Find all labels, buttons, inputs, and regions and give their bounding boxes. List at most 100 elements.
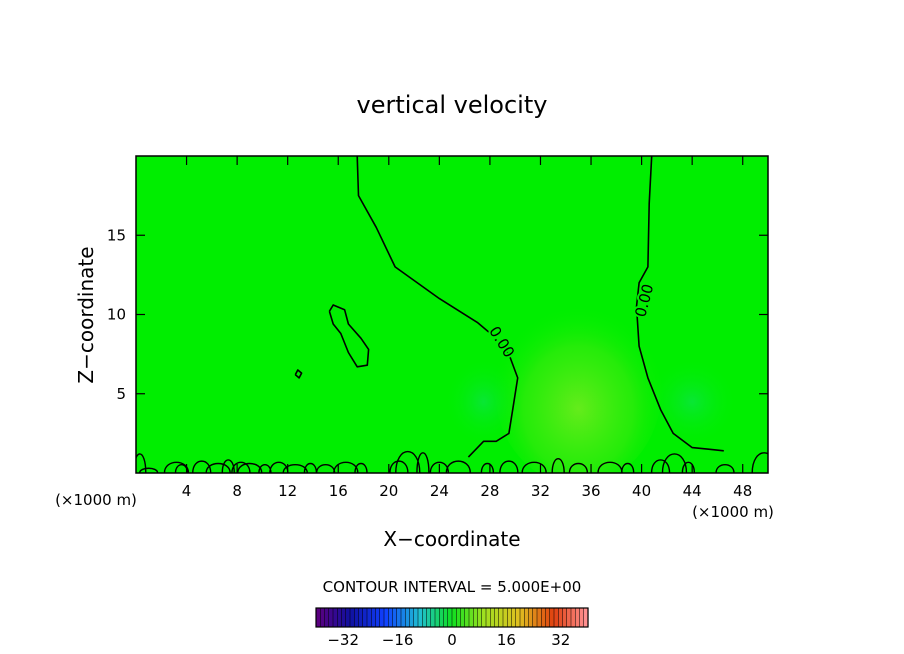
colorbar-cell bbox=[558, 607, 564, 628]
colorbar-cell bbox=[473, 607, 479, 628]
colorbar-cell bbox=[494, 607, 500, 628]
colorbar-tick-label: 16 bbox=[497, 631, 516, 649]
y-tick-label-5: 5 bbox=[116, 385, 126, 403]
contour-line-blob-mid bbox=[328, 304, 370, 368]
colorbar-cell bbox=[468, 607, 474, 628]
colorbar-cell bbox=[358, 607, 364, 628]
contour-line-left bbox=[356, 156, 519, 458]
heatmap-field bbox=[136, 156, 768, 473]
colorbar-cell bbox=[528, 607, 534, 628]
colorbar-cell bbox=[409, 607, 415, 628]
heatmap-region-1 bbox=[444, 357, 523, 446]
colorbar-cell bbox=[439, 607, 445, 628]
colorbar-cell bbox=[502, 607, 508, 628]
x-tick-label-4: 4 bbox=[182, 482, 192, 500]
x-tick-label-40: 40 bbox=[632, 482, 651, 500]
colorbar-tick-label: −32 bbox=[327, 631, 359, 649]
colorbar-cell bbox=[541, 607, 547, 628]
colorbar: −32 −16 0 16 32 bbox=[315, 607, 589, 649]
colorbar-cell bbox=[490, 607, 496, 628]
heatmap-regions bbox=[444, 294, 738, 473]
colorbar-cell bbox=[413, 607, 419, 628]
colorbar-cell bbox=[566, 607, 572, 628]
colorbar-cell bbox=[315, 607, 321, 628]
colorbar-cell bbox=[422, 607, 428, 628]
colorbar-cell bbox=[443, 607, 449, 628]
colorbar-cell bbox=[434, 607, 440, 628]
colorbar-tick-label: 0 bbox=[447, 631, 457, 649]
x-tick-label-8: 8 bbox=[232, 482, 242, 500]
x-tick-label-16: 16 bbox=[329, 482, 348, 500]
x-tick-label-20: 20 bbox=[379, 482, 398, 500]
colorbar-cell bbox=[447, 607, 453, 628]
x-tick-label-12: 12 bbox=[278, 482, 297, 500]
x-tick-label-36: 36 bbox=[581, 482, 600, 500]
colorbar-cell bbox=[362, 607, 368, 628]
x-tick-label-48: 48 bbox=[733, 482, 752, 500]
colorbar-cell bbox=[549, 607, 555, 628]
colorbar-cell bbox=[511, 607, 517, 628]
colorbar-cell bbox=[341, 607, 347, 628]
colorbar-cell bbox=[320, 607, 326, 628]
x-axis-label: X−coordinate bbox=[383, 527, 520, 551]
colorbar-cell bbox=[417, 607, 423, 628]
colorbar-cell bbox=[451, 607, 457, 628]
colorbar-cell bbox=[366, 607, 372, 628]
x-tick-label-28: 28 bbox=[480, 482, 499, 500]
x-tick-label-32: 32 bbox=[531, 482, 550, 500]
colorbar-cell bbox=[337, 607, 343, 628]
y-tick-label-10: 10 bbox=[107, 306, 126, 324]
colorbar-cell bbox=[485, 607, 491, 628]
colorbar-tick-label: 32 bbox=[551, 631, 570, 649]
colorbar-cell bbox=[545, 607, 551, 628]
colorbar-cell bbox=[477, 607, 483, 628]
colorbar-cell bbox=[532, 607, 538, 628]
chart-title: vertical velocity bbox=[357, 91, 548, 119]
colorbar-cell bbox=[575, 607, 581, 628]
colorbar-cell bbox=[379, 607, 385, 628]
x-tick-label-24: 24 bbox=[430, 482, 449, 500]
colorbar-cell bbox=[507, 607, 513, 628]
heatmap-region-0 bbox=[495, 294, 662, 473]
colorbar-cell bbox=[430, 607, 436, 628]
colorbar-cell bbox=[345, 607, 351, 628]
colorbar-cell bbox=[392, 607, 398, 628]
colorbar-cell bbox=[579, 607, 585, 628]
surface-contour-wiggles bbox=[136, 450, 768, 473]
colorbar-cell bbox=[405, 607, 411, 628]
colorbar-cell bbox=[464, 607, 470, 628]
colorbar-cell bbox=[460, 607, 466, 628]
contour-line-blob-small bbox=[294, 369, 303, 379]
zero-contours bbox=[294, 156, 724, 458]
colorbar-tick-label: −16 bbox=[382, 631, 414, 649]
colorbar-cell bbox=[570, 607, 576, 628]
colorbar-cell bbox=[524, 607, 530, 628]
x-tick-label-44: 44 bbox=[683, 482, 702, 500]
colorbar-cell bbox=[400, 607, 406, 628]
colorbar-cell bbox=[375, 607, 381, 628]
colorbar-cell bbox=[536, 607, 542, 628]
colorbar-cell bbox=[332, 607, 338, 628]
colorbar-cell bbox=[324, 607, 330, 628]
colorbar-cell bbox=[515, 607, 521, 628]
colorbar-cell bbox=[426, 607, 432, 628]
x-unit-left: (×1000 m) bbox=[55, 491, 137, 509]
surface-contours bbox=[136, 450, 768, 473]
colorbar-cell bbox=[349, 607, 355, 628]
y-axis: 5 10 15 bbox=[107, 226, 768, 403]
contour-interval-text: CONTOUR INTERVAL = 5.000E+00 bbox=[323, 578, 582, 596]
colorbar-cell bbox=[354, 607, 360, 628]
colorbar-cell bbox=[553, 607, 559, 628]
colorbar-cell bbox=[371, 607, 377, 628]
colorbar-cell bbox=[396, 607, 402, 628]
contour-line-right bbox=[635, 156, 724, 452]
x-axis: 4 8 12 16 20 24 28 32 36 40 44 48 bbox=[182, 156, 752, 500]
colorbar-cell bbox=[562, 607, 568, 628]
colorbar-cell bbox=[519, 607, 525, 628]
colorbar-cell bbox=[328, 607, 334, 628]
colorbar-cell bbox=[498, 607, 504, 628]
colorbar-cell bbox=[383, 607, 389, 628]
colorbar-cell bbox=[388, 607, 394, 628]
x-unit-right: (×1000 m) bbox=[692, 503, 774, 521]
